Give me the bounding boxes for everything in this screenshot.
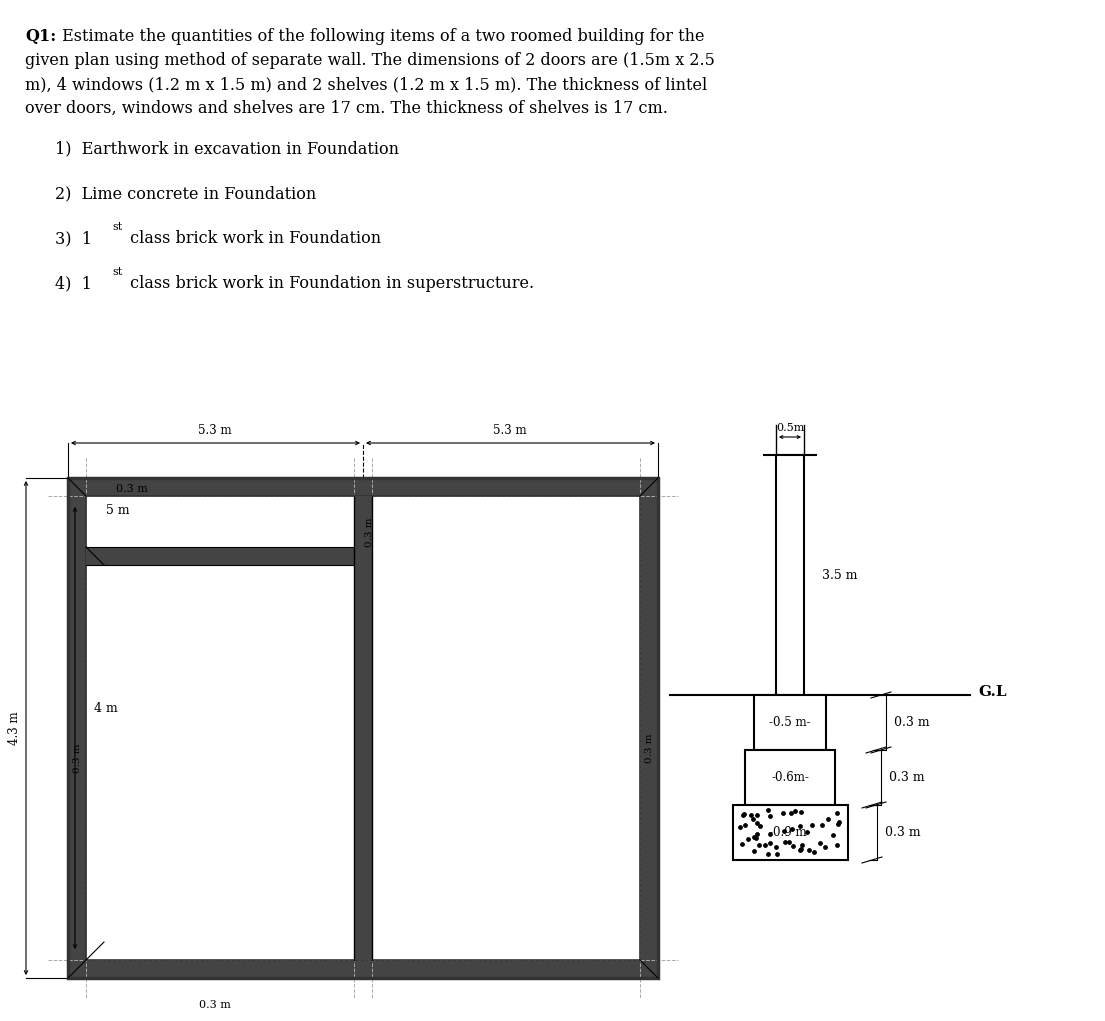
Text: 4.3 m: 4.3 m xyxy=(8,712,21,744)
Point xyxy=(775,806,792,822)
Point xyxy=(746,829,764,845)
Point xyxy=(791,842,809,859)
Point xyxy=(815,839,833,856)
Point xyxy=(732,819,749,835)
Point xyxy=(780,834,798,850)
Point xyxy=(783,821,801,837)
Bar xyxy=(745,750,835,805)
Text: 0.5m: 0.5m xyxy=(776,423,804,433)
Point xyxy=(768,845,786,862)
Point xyxy=(800,841,818,858)
Point xyxy=(828,805,845,821)
Point xyxy=(798,824,815,840)
Point xyxy=(828,837,845,854)
Bar xyxy=(69,478,657,978)
Bar xyxy=(86,496,640,960)
Text: 4 m: 4 m xyxy=(94,701,118,715)
Text: class brick work in Foundation in superstructure.: class brick work in Foundation in supers… xyxy=(125,275,534,292)
Point xyxy=(750,836,768,853)
Point xyxy=(733,836,750,853)
Text: 5.3 m: 5.3 m xyxy=(198,424,232,437)
Point xyxy=(823,827,841,843)
Text: 0.3 m: 0.3 m xyxy=(894,716,929,729)
Text: -0.5 m-: -0.5 m- xyxy=(769,716,811,729)
Point xyxy=(756,836,774,853)
Point xyxy=(830,816,848,832)
Text: 3.5 m: 3.5 m xyxy=(822,569,857,582)
Point xyxy=(783,838,801,855)
Text: 5.3 m: 5.3 m xyxy=(493,424,527,437)
Point xyxy=(739,830,757,846)
Point xyxy=(811,834,829,850)
Text: 3)  1: 3) 1 xyxy=(55,230,92,247)
Bar xyxy=(733,805,848,860)
Bar xyxy=(86,547,354,565)
Text: 0.3 m: 0.3 m xyxy=(116,484,148,494)
Point xyxy=(791,804,809,820)
Text: class brick work in Foundation: class brick work in Foundation xyxy=(125,230,381,247)
Point xyxy=(744,811,761,827)
Point xyxy=(736,817,754,833)
Text: 0.3 m: 0.3 m xyxy=(199,1000,231,1010)
Text: 5 m: 5 m xyxy=(106,504,129,517)
Point xyxy=(767,838,785,855)
Point xyxy=(761,825,779,841)
Text: 2)  Lime concrete in Foundation: 2) Lime concrete in Foundation xyxy=(55,185,316,202)
Point xyxy=(751,818,769,834)
Point xyxy=(759,846,777,863)
Point xyxy=(759,803,777,819)
Text: 0.3 m: 0.3 m xyxy=(73,743,82,773)
Bar xyxy=(754,695,827,750)
Point xyxy=(741,808,759,824)
Point xyxy=(806,844,823,861)
Bar xyxy=(69,478,657,496)
Text: Q1:: Q1: xyxy=(25,28,56,45)
Text: 0.3 m: 0.3 m xyxy=(890,771,925,783)
Bar xyxy=(69,960,657,978)
Text: 4)  1: 4) 1 xyxy=(55,275,92,292)
Text: G.L: G.L xyxy=(978,685,1007,699)
Text: given plan using method of separate wall. The dimensions of 2 doors are (1.5m x : given plan using method of separate wall… xyxy=(25,52,715,69)
Bar xyxy=(354,496,372,960)
Point xyxy=(819,811,836,827)
Text: 0.3 m: 0.3 m xyxy=(885,826,920,838)
Text: 1)  Earthwork in excavation in Foundation: 1) Earthwork in excavation in Foundation xyxy=(55,140,399,157)
Bar xyxy=(640,478,657,978)
Bar xyxy=(776,455,804,695)
Point xyxy=(830,814,848,830)
Point xyxy=(813,817,831,833)
Point xyxy=(792,836,810,853)
Text: 0.3 m: 0.3 m xyxy=(365,518,373,547)
Point xyxy=(803,817,821,833)
Text: -0.6m-: -0.6m- xyxy=(771,771,809,783)
Point xyxy=(777,833,794,849)
Point xyxy=(786,803,803,819)
Point xyxy=(761,809,779,825)
Point xyxy=(734,807,751,823)
Text: 0.3 m: 0.3 m xyxy=(644,733,653,763)
Text: over doors, windows and shelves are 17 cm. The thickness of shelves is 17 cm.: over doors, windows and shelves are 17 c… xyxy=(25,100,667,117)
Point xyxy=(748,815,766,831)
Text: st: st xyxy=(112,222,123,232)
Point xyxy=(775,823,792,839)
Point xyxy=(748,807,766,823)
Point xyxy=(791,818,809,834)
Point xyxy=(792,840,810,857)
Text: st: st xyxy=(112,268,123,277)
Point xyxy=(735,806,753,822)
Text: -0.9 m-: -0.9 m- xyxy=(769,826,811,838)
Point xyxy=(746,843,764,860)
Point xyxy=(761,834,779,850)
Point xyxy=(782,806,800,822)
Point xyxy=(748,826,766,842)
Text: m), 4 windows (1.2 m x 1.5 m) and 2 shelves (1.2 m x 1.5 m). The thickness of li: m), 4 windows (1.2 m x 1.5 m) and 2 shel… xyxy=(25,76,707,93)
Bar xyxy=(69,478,86,978)
Point xyxy=(747,830,765,846)
Text: Estimate the quantities of the following items of a two roomed building for the: Estimate the quantities of the following… xyxy=(57,28,705,45)
